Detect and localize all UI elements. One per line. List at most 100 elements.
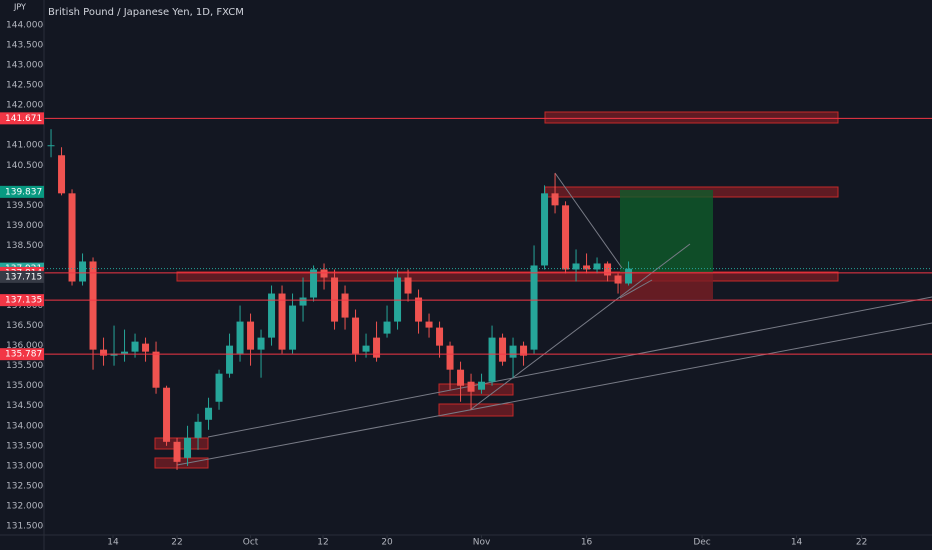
candle-body xyxy=(278,293,286,350)
candle-body xyxy=(58,155,66,194)
candle-body xyxy=(562,205,570,270)
candle-body xyxy=(205,407,213,420)
candle-body xyxy=(236,321,244,354)
candle-body xyxy=(173,441,181,462)
candle-body xyxy=(551,193,559,206)
loss-zone xyxy=(620,272,713,299)
y-tick-label: 141.000 xyxy=(6,141,43,151)
y-tick-label: 134.500 xyxy=(6,401,43,411)
trendline xyxy=(619,279,653,299)
y-tick-label: 136.000 xyxy=(6,341,43,351)
y-tick-label: 135.500 xyxy=(6,361,43,371)
candle-body xyxy=(583,265,591,270)
candle-body xyxy=(541,193,549,266)
x-tick-label: Nov xyxy=(473,538,491,548)
x-tick-label: 22 xyxy=(856,538,867,548)
candle-body xyxy=(341,293,349,318)
x-tick-label: 14 xyxy=(791,538,803,548)
candle-body xyxy=(257,337,265,350)
candle-body xyxy=(163,387,171,442)
price-tag xyxy=(0,348,44,361)
y-tick-label: 135.000 xyxy=(6,381,43,391)
candle-body xyxy=(47,145,55,147)
y-tick-label: 132.000 xyxy=(6,501,43,511)
y-tick-label: 139.000 xyxy=(6,221,43,231)
y-tick-label: 133.000 xyxy=(6,461,43,471)
candle-body xyxy=(499,337,507,362)
candle-body xyxy=(331,277,339,322)
candle-body xyxy=(394,277,402,322)
x-tick-label: 12 xyxy=(317,538,328,548)
candle-body xyxy=(593,263,601,270)
candle-body xyxy=(299,297,307,306)
price-tag-label: 139.837 xyxy=(5,187,42,197)
y-tick-label: 138.500 xyxy=(6,241,43,251)
candle-body xyxy=(215,373,223,402)
candle-body xyxy=(152,351,160,388)
candle-body xyxy=(79,261,87,282)
x-tick-label: 16 xyxy=(581,538,593,548)
candle-body xyxy=(383,321,391,334)
trendline xyxy=(469,243,691,411)
candle-body xyxy=(614,275,622,284)
candle-body xyxy=(121,351,129,354)
candle-body xyxy=(100,349,108,356)
price-tag xyxy=(0,185,44,198)
candle-body xyxy=(68,193,76,282)
candle-body xyxy=(436,327,444,346)
y-tick-label: 142.500 xyxy=(6,81,43,91)
candle-body xyxy=(226,345,234,374)
candle-body xyxy=(415,297,423,322)
price-tag xyxy=(0,112,44,125)
trendlines xyxy=(176,172,932,466)
candle-body xyxy=(446,345,454,370)
candle-body xyxy=(89,261,97,350)
candle-body xyxy=(247,321,255,350)
zone xyxy=(154,457,209,469)
candle-body xyxy=(509,345,517,358)
candle-body xyxy=(488,337,496,382)
y-tick-label: 143.500 xyxy=(6,41,43,51)
price-tag-label: 141.671 xyxy=(5,114,42,124)
profit-zone xyxy=(620,190,713,272)
candle-body xyxy=(194,421,202,438)
candle-body xyxy=(142,343,150,352)
price-tag-label: 137.135 xyxy=(5,296,42,306)
currency-label: JPY xyxy=(13,3,26,12)
x-tick-label: Oct xyxy=(243,538,259,548)
price-tag xyxy=(0,270,44,283)
x-tick-label: 14 xyxy=(107,538,119,548)
candle-body xyxy=(520,345,528,356)
y-tick-label: 144.000 xyxy=(6,21,43,31)
candle-body xyxy=(604,263,612,276)
y-tick-label: 142.000 xyxy=(6,101,43,111)
x-tick-label: 20 xyxy=(381,538,393,548)
y-tick-label: 143.000 xyxy=(6,61,43,71)
candle-body xyxy=(425,321,433,328)
candle-body xyxy=(530,265,538,350)
axes: 131.500 132.000 132.500 133.000 133.500 134.0… xyxy=(0,21,867,548)
candle-body xyxy=(373,337,381,358)
candle-body xyxy=(352,317,360,354)
zone xyxy=(176,271,839,282)
x-tick-label: Dec xyxy=(693,538,710,548)
y-tick-label: 132.500 xyxy=(6,481,43,491)
candle-body xyxy=(289,305,297,350)
candle-body xyxy=(625,268,633,284)
candle-body xyxy=(404,277,412,294)
trendline xyxy=(207,296,932,438)
candle-body xyxy=(131,341,139,352)
y-tick-label: 140.500 xyxy=(6,161,43,171)
candle-body xyxy=(478,381,486,390)
y-tick-label: 139.500 xyxy=(6,201,43,211)
trendline xyxy=(176,322,932,466)
candle-body xyxy=(572,263,580,270)
x-tick-label: 22 xyxy=(171,538,182,548)
candle-body xyxy=(457,369,465,386)
y-tick-label: 131.500 xyxy=(6,521,43,531)
zone xyxy=(438,403,514,417)
candle-body xyxy=(268,293,276,338)
trendline xyxy=(554,172,623,269)
